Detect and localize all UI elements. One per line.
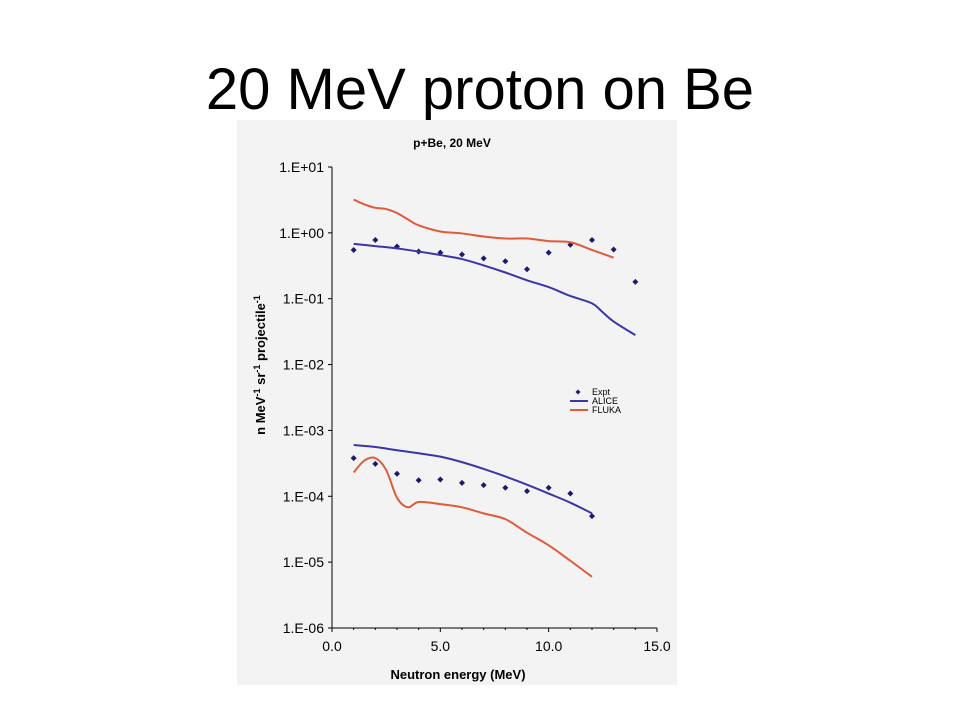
x-axis-label: Neutron energy (MeV) — [390, 667, 525, 682]
y-label-text: sr — [253, 373, 268, 389]
series-line-alice-1 — [353, 242, 636, 336]
y-tick-label: 1.E-06 — [283, 620, 324, 636]
series-layer — [350, 198, 639, 578]
series-line-alice-4 — [353, 444, 593, 515]
data-point-expt — [502, 258, 509, 265]
data-point-expt — [415, 477, 422, 484]
legend-label-alice: ALICE — [592, 396, 618, 406]
y-tick-label: 1.E-03 — [283, 422, 324, 438]
y-tick-label: 1.E-04 — [283, 488, 324, 504]
x-tick-label: 0.0 — [322, 638, 342, 654]
data-point-expt — [545, 249, 552, 256]
data-point-expt — [372, 460, 379, 467]
data-point-expt — [589, 513, 595, 520]
data-point-expt — [394, 470, 400, 477]
series-line-fluka-2 — [353, 198, 615, 259]
data-point-expt — [610, 246, 617, 253]
data-point-expt — [632, 278, 639, 285]
data-point-expt — [350, 455, 357, 462]
chart-title: p+Be, 20 MeV — [413, 136, 491, 150]
x-tick-label: 5.0 — [431, 638, 451, 654]
data-point-expt — [524, 488, 530, 495]
y-label-text: projectile — [253, 303, 268, 364]
x-tick-label: 15.0 — [643, 638, 670, 654]
y-label-exponent: -1 — [252, 295, 262, 303]
y-tick-label: 1.E-02 — [283, 357, 324, 373]
legend-label-expt: Expt — [592, 387, 611, 397]
y-tick-label: 1.E+01 — [279, 159, 324, 175]
data-point-expt — [437, 249, 444, 256]
data-point-expt — [589, 236, 595, 243]
x-axis-ticks: 0.0 5.0 10.0 15.0 — [322, 628, 671, 654]
data-point-expt — [480, 482, 487, 489]
data-point-expt — [524, 266, 530, 273]
data-point-expt — [437, 476, 444, 483]
y-tick-label: 1.E-01 — [283, 291, 324, 307]
y-axis-ticks: 1.E+01 1.E+00 1.E-01 1.E-02 1.E-03 1.E-04 1.E-… — [279, 159, 332, 636]
y-label-text: n MeV — [253, 396, 268, 435]
data-point-expt — [459, 479, 465, 486]
series-line-fluka-5 — [352, 456, 593, 578]
data-point-expt — [350, 246, 357, 253]
slide-title: 20 MeV proton on Be — [205, 57, 755, 122]
data-point-expt — [372, 236, 379, 243]
y-tick-label: 1.E-05 — [283, 554, 324, 570]
y-label-exponent: -1 — [252, 389, 262, 397]
data-point-expt — [545, 484, 552, 491]
data-point-expt — [480, 255, 487, 262]
data-point-expt — [459, 251, 465, 258]
data-point-expt — [502, 484, 509, 491]
y-tick-label: 1.E+00 — [279, 225, 324, 241]
y-label-exponent: -1 — [252, 365, 262, 373]
legend-label-fluka: FLUKA — [592, 405, 621, 415]
data-point-expt — [567, 241, 574, 248]
chart-panel: p+Be, 20 MeV 1.E+01 1.E+00 1.E-01 1.E-02 1.E… — [237, 120, 677, 685]
y-axis-label: n MeV-1 sr-1 projectile-1 — [252, 295, 268, 435]
neutron-spectrum-chart: p+Be, 20 MeV 1.E+011.E+001.E-011.E-021.E… — [252, 136, 671, 682]
data-point-expt — [567, 490, 574, 497]
x-tick-label: 10.0 — [535, 638, 562, 654]
legend-marker-expt — [575, 389, 581, 395]
